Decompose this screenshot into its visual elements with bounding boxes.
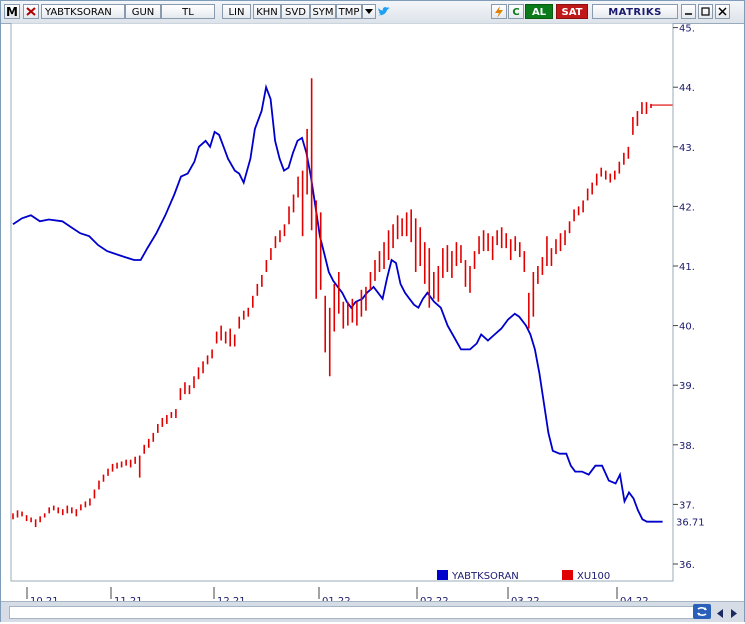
x-tick-label: 03.22 [511,596,540,601]
x-axis: 10.21 11.21 12.21 01.22 02.22 03.22 04.22 [26,587,649,601]
series-yabtksoran [12,83,663,523]
legend-swatch-yabtksoran [437,570,448,580]
minimize-button[interactable] [681,4,696,19]
refresh-button[interactable]: C [508,4,524,19]
window-restore-icon [701,7,710,16]
x-tick-label: 12.21 [217,596,246,601]
y-tick-label: 40. [679,322,695,333]
x-tick-label: 04.22 [620,596,649,601]
toolbar: M YABTKSORAN GUN TL LIN KHN SVD SYM TMP … [1,1,744,24]
y-tick-label: 42. [679,202,695,213]
sync-button[interactable] [693,604,711,619]
legend-swatch-xu100 [562,570,573,580]
close-icon [26,7,36,16]
y-tick-label: 44. [679,83,695,94]
dropdown-icon [365,9,373,14]
restore-button[interactable] [698,4,713,19]
tmp-dropdown-button[interactable] [362,4,376,19]
y-axis: 45. 44. 43. 42. 41. 40. 39. 38. 37. 36. 36.71 [672,23,705,581]
khn-button[interactable]: KHN [253,4,281,19]
lightning-icon [495,6,503,18]
close-window-button[interactable] [715,4,730,19]
twitter-icon [378,7,390,16]
y-tick-label: 39. [679,381,695,392]
series-line-yabtksoran [12,83,663,523]
scroll-left-icon [717,609,723,618]
scroll-right-icon [731,609,737,618]
legend-label-yabtksoran: YABTKSORAN [451,571,519,582]
scroll-track[interactable] [9,606,701,619]
scroll-bar[interactable] [1,601,744,622]
x-tick-label: 10.21 [30,596,59,601]
scroll-left-button[interactable] [714,605,726,618]
matriks-brand: MATRIKS [592,4,678,19]
x-tick-label: 02.22 [420,596,449,601]
legend-label-xu100: XU100 [577,571,610,582]
buy-button[interactable]: AL [525,4,553,19]
svd-button[interactable]: SVD [281,4,310,19]
y-tick-label: 41. [679,262,695,273]
lightning-button[interactable] [491,4,507,19]
scroll-right-button[interactable] [728,605,740,618]
close-symbol-button[interactable] [23,4,39,19]
y-tick-label: 43. [679,143,695,154]
refresh-icon: C [512,7,520,18]
window-minimize-icon [685,13,692,15]
chart-area[interactable]: 45. 44. 43. 42. 41. 40. 39. 38. 37. 36. 36.71 10.2… [1,23,744,601]
legend: YABTKSORAN XU100 [437,570,610,582]
y-tick-label: 38. [679,441,695,452]
sync-icon [697,607,707,616]
twitter-button[interactable] [376,4,392,19]
matriks-logo-button[interactable]: M [4,4,20,19]
symbol-selector[interactable]: YABTKSORAN [41,4,125,19]
last-value-label: 36.71 [676,518,705,529]
plot-background [10,23,674,582]
x-tick-label: 01.22 [322,596,351,601]
y-tick-label: 36. [679,560,695,571]
currency-button[interactable]: TL [161,4,215,19]
x-tick-label: 11.21 [114,596,143,601]
series-xu100 [12,78,673,528]
y-tick-label: 37. [679,500,695,511]
period-button[interactable]: GUN [125,4,161,19]
scale-button[interactable]: LIN [222,4,251,19]
tmp-button[interactable]: TMP [336,4,362,19]
sell-button[interactable]: SAT [556,4,588,19]
sym-button[interactable]: SYM [310,4,336,19]
window-close-icon [718,7,727,16]
y-tick-label: 45. [679,24,695,35]
